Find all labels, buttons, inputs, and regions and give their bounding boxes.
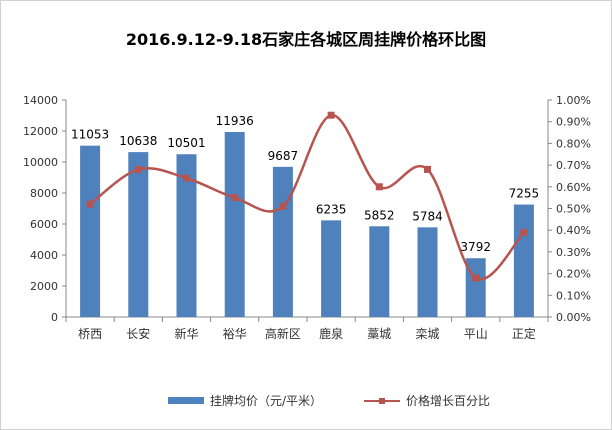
line-marker: [86, 200, 94, 208]
bar-data-label: 10638: [119, 134, 157, 148]
bar: [128, 152, 149, 317]
line-marker: [327, 111, 335, 119]
bar: [272, 166, 293, 317]
legend-label-bar: 挂牌均价（元/平米）: [210, 394, 323, 408]
category-label: 桥西: [78, 327, 102, 341]
bar: [224, 131, 245, 317]
bar-data-label: 5784: [412, 209, 443, 223]
y-left-tick-label: 10000: [23, 156, 58, 169]
y-left-tick-label: 6000: [30, 218, 58, 231]
bar-data-labels: 11053 10638 10501 11936 9687 6235 5852 5784 3792…: [71, 114, 539, 254]
y-left-tick-label: 8000: [30, 187, 58, 200]
y-left-tick-label: 4000: [30, 249, 58, 262]
legend: 挂牌均价（元/平米） 价格增长百分比: [0, 392, 612, 412]
line-series: [86, 111, 528, 282]
y-right-tick-label: 0.00%: [556, 311, 591, 324]
y-right-tick-label: 1.00%: [556, 94, 591, 107]
y-left-tick-label: 14000: [23, 94, 58, 107]
y-left-tick-label: 2000: [30, 280, 58, 293]
legend-label-line: 价格增长百分比: [406, 394, 491, 408]
bar: [369, 226, 390, 317]
category-label: 新华: [174, 326, 198, 341]
legend-swatch-bar: [168, 397, 204, 404]
bar: [321, 220, 342, 317]
bar-data-label: 7255: [509, 187, 540, 201]
bar-data-label: 10501: [167, 136, 205, 150]
bar-data-label: 3792: [460, 240, 491, 254]
y-right-tick-label: 0.90%: [556, 116, 591, 129]
bar-data-label: 11936: [216, 114, 254, 128]
legend-swatch-line: [364, 396, 400, 406]
bar: [176, 154, 197, 317]
bar: [417, 227, 438, 317]
bar-data-label: 6235: [316, 202, 347, 216]
category-label: 裕华: [223, 326, 247, 341]
line-marker: [520, 228, 528, 236]
y-right-tick-label: 0.30%: [556, 246, 591, 259]
y-right-tick-label: 0.20%: [556, 268, 591, 281]
bar-data-label: 11053: [71, 128, 109, 142]
y-right-tick-label: 0.50%: [556, 203, 591, 216]
chart-axes: 0 2000 4000 6000 8000 10000 12000 14000 0.00% 0.1…: [23, 94, 591, 324]
y-left-tick-label: 12000: [23, 125, 58, 138]
y-right-tick-label: 0.40%: [556, 224, 591, 237]
bar-data-label: 9687: [268, 149, 299, 163]
bar-series: [80, 131, 534, 317]
category-label: 鹿泉: [319, 326, 343, 341]
y-left-tick-label: 0: [51, 311, 58, 324]
y-right-tick-label: 0.70%: [556, 159, 591, 172]
bar: [80, 145, 101, 317]
y-right-tick-label: 0.80%: [556, 137, 591, 150]
legend-item-line[interactable]: 价格增长百分比: [364, 392, 490, 409]
legend-item-bar[interactable]: 挂牌均价（元/平米）: [168, 392, 322, 409]
chart-title: 2016.9.12-9.18石家庄各城区周挂牌价格环比图: [125, 30, 487, 49]
bar-data-label: 5852: [364, 208, 395, 222]
line-marker: [134, 165, 142, 173]
line-marker: [183, 174, 190, 182]
bar: [513, 204, 534, 317]
category-label: 长安: [126, 326, 150, 341]
category-label: 栾城: [415, 326, 439, 341]
category-label: 正定: [512, 326, 536, 341]
line-marker: [472, 274, 480, 282]
category-label: 高新区: [265, 326, 301, 341]
category-label: 平山: [464, 327, 488, 341]
line-marker: [375, 183, 383, 191]
category-label: 藁城: [367, 327, 391, 341]
category-labels: 桥西 长安 新华 裕华 高新区 鹿泉 藁城 栾城 平山 正定: [78, 326, 536, 341]
y-right-tick-label: 0.60%: [556, 181, 591, 194]
y-right-tick-label: 0.10%: [556, 289, 591, 302]
line-marker: [279, 202, 287, 210]
line-marker: [424, 165, 431, 173]
line-marker: [231, 194, 239, 202]
